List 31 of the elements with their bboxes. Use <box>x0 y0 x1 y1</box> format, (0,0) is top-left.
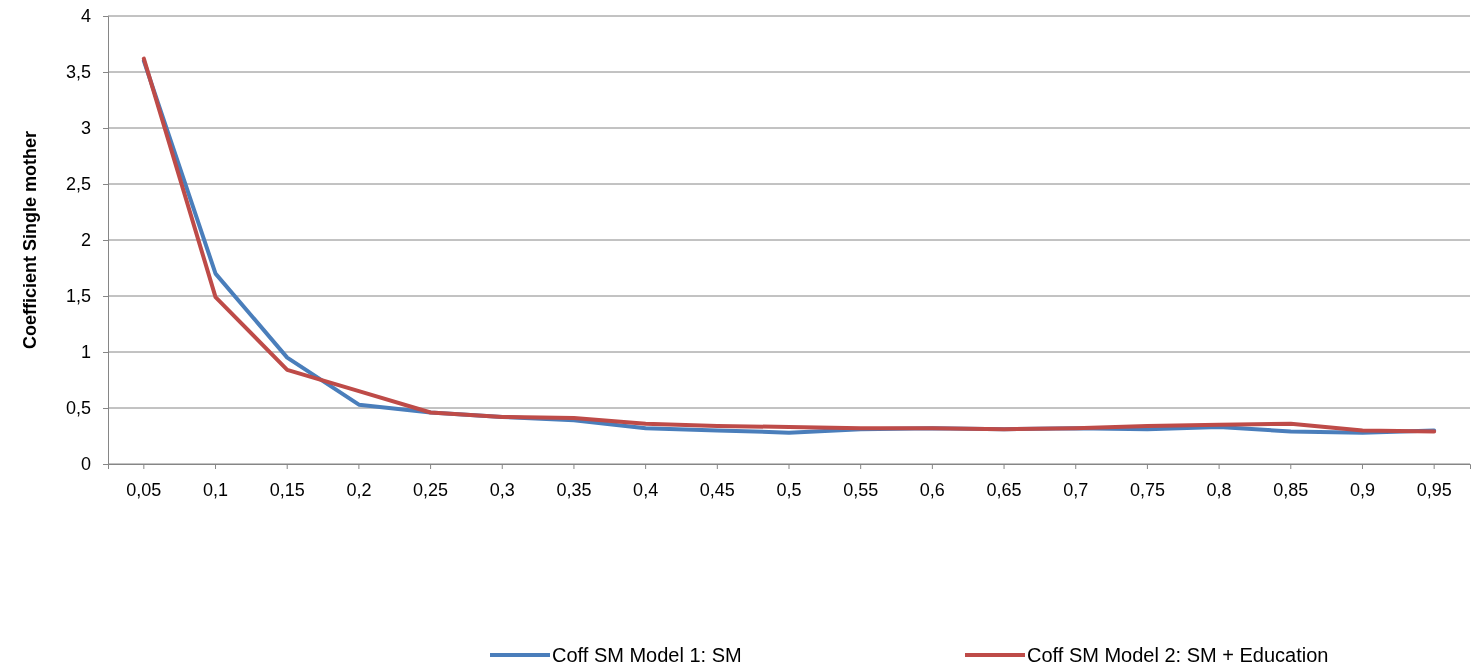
y-tick-label: 1 <box>80 342 91 363</box>
x-tick-label: 0,75 <box>1129 479 1165 500</box>
x-tick-label: 0,2 <box>346 479 372 500</box>
x-tick-label: 0,9 <box>1349 479 1375 500</box>
x-tick-label: 0,6 <box>919 479 945 500</box>
x-tick-label: 0,95 <box>1416 479 1452 500</box>
x-tick-label: 0,1 <box>203 479 229 500</box>
legend-label: Coff SM Model 2: SM + Education <box>1027 644 1329 665</box>
y-tick-label: 3,5 <box>65 62 91 83</box>
x-tick-label: 0,5 <box>776 479 802 500</box>
y-tick-label: 4 <box>80 6 91 27</box>
y-tick-label: 1,5 <box>65 286 91 307</box>
y-axis-title: Coefficient Single mother <box>20 130 40 350</box>
x-tick-label: 0,55 <box>843 479 879 500</box>
legend-label: Coff SM Model 1: SM <box>552 644 742 665</box>
y-tick-label: 2 <box>80 230 91 251</box>
x-tick-label: 0,15 <box>269 479 305 500</box>
y-tick-label: 0 <box>80 454 91 475</box>
y-tick-label: 2,5 <box>65 174 91 195</box>
x-tick-label: 0,4 <box>633 479 659 500</box>
x-tick-label: 0,3 <box>489 479 515 500</box>
x-tick-label: 0,45 <box>699 479 735 500</box>
x-tick-label: 0,25 <box>413 479 449 500</box>
x-tick-label: 0,8 <box>1206 479 1232 500</box>
x-tick-label: 0,65 <box>986 479 1022 500</box>
y-tick-label: 0,5 <box>65 398 91 419</box>
y-tick-label: 3 <box>80 118 91 139</box>
x-tick-label: 0,05 <box>126 479 162 500</box>
x-tick-label: 0,35 <box>556 479 592 500</box>
x-tick-label: 0,85 <box>1273 479 1309 500</box>
x-tick-label: 0,7 <box>1063 479 1089 500</box>
